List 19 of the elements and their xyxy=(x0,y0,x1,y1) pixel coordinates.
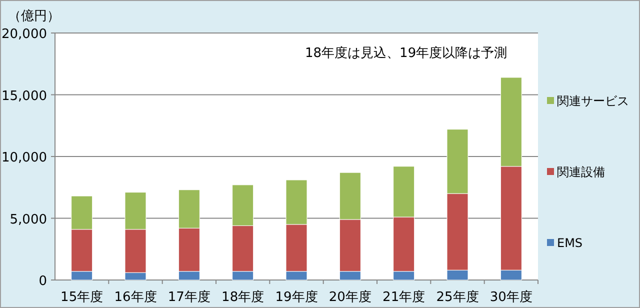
x-tick-label: 17年度 xyxy=(168,289,210,305)
x-tick-label: 21年度 xyxy=(382,289,426,305)
y-tick-label: 10,000 xyxy=(2,150,47,166)
legend-label: 関連設備 xyxy=(557,165,605,179)
y-tick-label: 15,000 xyxy=(2,88,47,104)
x-tick-label: 18年度 xyxy=(222,289,264,305)
legend-label: EMS xyxy=(557,236,583,250)
x-tick-label: 20年度 xyxy=(328,289,372,305)
legend-label: 関連サービス xyxy=(557,94,629,108)
x-tick-label: 30年度 xyxy=(490,289,532,305)
x-tick-label: 16年度 xyxy=(114,289,157,305)
y-tick-label: 20,000 xyxy=(2,27,47,42)
y-tick-label: 0 xyxy=(38,274,47,289)
x-tick-label: 25年度 xyxy=(436,289,479,305)
x-tick-label: 15年度 xyxy=(60,289,104,305)
annotation: 18年度は見込、19年度以降は予測 xyxy=(305,45,508,61)
x-tick-label: 19年度 xyxy=(275,289,318,305)
y-axis-title: （億円） xyxy=(8,9,60,24)
y-tick-label: 5,000 xyxy=(10,212,47,228)
